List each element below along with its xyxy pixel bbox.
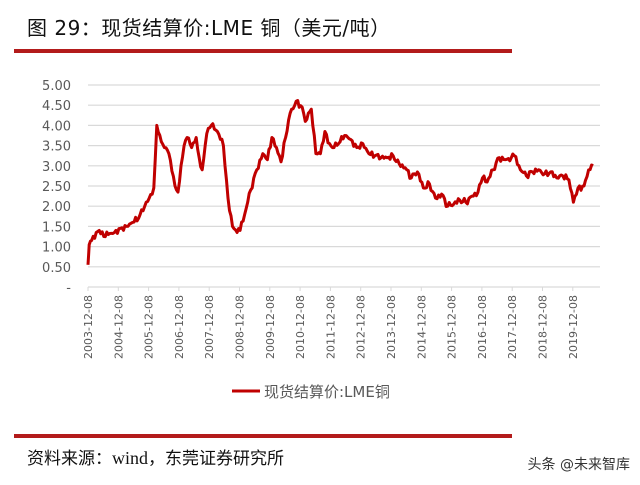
y-axis-labels: - 0.50 1.00 1.50 2.00 2.50 3.00 3.50 4.00 4.50 5.0… <box>42 79 71 296</box>
x-tick-label: 2008-12-08 <box>234 295 247 359</box>
y-tick-label: 4.00 <box>42 119 71 134</box>
footer-divider <box>14 434 512 438</box>
figure-title: 图 29：现货结算价:LME 铜（美元/吨） <box>27 16 391 40</box>
y-tick-label: 3.00 <box>42 160 71 175</box>
x-tick-label: 2003-12-08 <box>82 295 95 359</box>
x-tick-label: 2014-12-08 <box>415 295 428 359</box>
x-tick-label: 2011-12-08 <box>324 295 337 359</box>
line-chart: - 0.50 1.00 1.50 2.00 2.50 3.00 3.50 4.00 4.50 5.0… <box>42 79 600 401</box>
y-tick-label: 0.50 <box>42 261 71 276</box>
x-tick-label: 2007-12-08 <box>203 295 216 359</box>
watermark: 头条 @未来智库 <box>527 457 630 473</box>
source-wind: wind <box>112 448 148 468</box>
x-tick-label: 2005-12-08 <box>143 295 156 359</box>
series-line-lme-copper <box>86 99 594 265</box>
x-tick-label: 2013-12-08 <box>385 295 398 359</box>
x-tick-label: 2009-12-08 <box>264 295 277 359</box>
x-tick-label: 2018-12-08 <box>537 295 550 359</box>
y-tick-label: - <box>66 281 71 296</box>
x-tick-label: 2019-12-08 <box>567 295 580 359</box>
x-tick-label: 2015-12-08 <box>446 295 459 359</box>
x-tick-label: 2017-12-08 <box>506 295 519 359</box>
gridlines <box>88 84 600 268</box>
y-tick-label: 1.50 <box>42 220 71 235</box>
x-tick-label: 2016-12-08 <box>476 295 489 359</box>
legend: 现货结算价:LME铜 <box>232 383 390 401</box>
y-tick-label: 2.00 <box>42 200 71 215</box>
x-axis: 2003-12-08 2004-12-08 2005-12-08 2006-12-08… <box>82 286 600 359</box>
x-tick-label: 2004-12-08 <box>112 295 125 359</box>
x-tick-label: 2012-12-08 <box>355 295 368 359</box>
x-tick-label: 2010-12-08 <box>294 295 307 359</box>
source-prefix: 资料来源： <box>27 449 112 469</box>
title-divider <box>14 49 512 53</box>
source-note: 资料来源：wind，东莞证券研究所 <box>27 444 284 469</box>
y-tick-label: 5.00 <box>42 79 71 94</box>
y-tick-label: 2.50 <box>42 180 71 195</box>
x-tick-label: 2006-12-08 <box>173 295 186 359</box>
y-tick-label: 1.00 <box>42 241 71 256</box>
y-tick-label: 3.50 <box>42 140 71 155</box>
legend-label: 现货结算价:LME铜 <box>264 383 390 401</box>
source-suffix: ，东莞证券研究所 <box>148 449 284 469</box>
y-tick-label: 4.50 <box>42 99 71 114</box>
